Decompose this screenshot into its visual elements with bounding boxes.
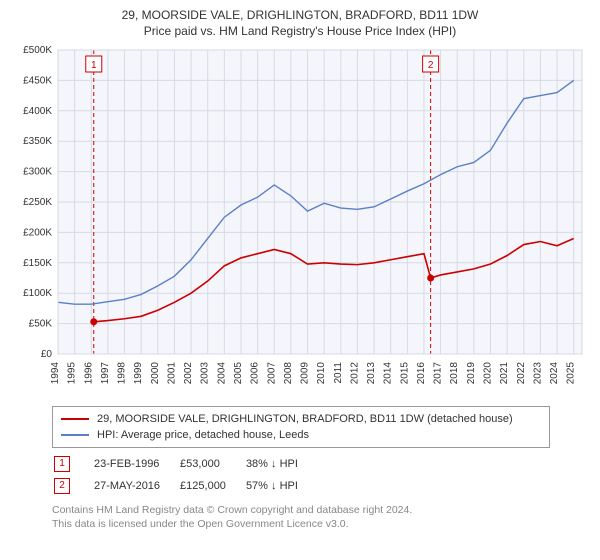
title-subtitle: Price paid vs. HM Land Registry's House … xyxy=(10,24,590,38)
svg-text:2019: 2019 xyxy=(466,362,477,385)
svg-text:£400K: £400K xyxy=(23,106,52,117)
title-address: 29, MOORSIDE VALE, DRIGHLINGTON, BRADFOR… xyxy=(10,8,590,22)
svg-text:£0: £0 xyxy=(41,349,53,360)
svg-text:1997: 1997 xyxy=(100,362,111,385)
svg-text:2014: 2014 xyxy=(383,362,394,385)
svg-text:2002: 2002 xyxy=(183,362,194,385)
svg-text:1999: 1999 xyxy=(133,362,144,385)
svg-text:2010: 2010 xyxy=(316,362,327,385)
svg-text:2005: 2005 xyxy=(233,362,244,385)
svg-text:2000: 2000 xyxy=(150,362,161,385)
marker-delta: 38% ↓ HPI xyxy=(246,454,316,474)
svg-text:2018: 2018 xyxy=(449,362,460,385)
marker-date: 23-FEB-1996 xyxy=(94,454,178,474)
svg-text:£50K: £50K xyxy=(29,319,53,330)
svg-text:1: 1 xyxy=(91,60,97,71)
chart-container: 29, MOORSIDE VALE, DRIGHLINGTON, BRADFOR… xyxy=(0,0,600,560)
svg-text:£100K: £100K xyxy=(23,288,52,299)
svg-text:2017: 2017 xyxy=(433,362,444,385)
marker-row: 2 27-MAY-2016£125,00057% ↓ HPI xyxy=(54,476,316,496)
attribution-line2: This data is licensed under the Open Gov… xyxy=(52,518,590,532)
svg-text:2001: 2001 xyxy=(166,362,177,385)
svg-text:1998: 1998 xyxy=(117,362,128,385)
svg-text:£150K: £150K xyxy=(23,258,52,269)
svg-text:2020: 2020 xyxy=(483,362,494,385)
svg-text:£200K: £200K xyxy=(23,227,52,238)
marker-events-table: 1 23-FEB-1996£53,00038% ↓ HPI 2 27-MAY-2016… xyxy=(52,452,318,498)
svg-text:1995: 1995 xyxy=(67,362,78,385)
svg-text:2007: 2007 xyxy=(266,362,277,385)
price-chart: £0 £50K £100K £150K £200K £250K £300K £350K £400… xyxy=(10,42,590,402)
marker-price: £53,000 xyxy=(180,454,244,474)
chart-titles: 29, MOORSIDE VALE, DRIGHLINGTON, BRADFOR… xyxy=(10,8,590,38)
svg-text:2016: 2016 xyxy=(416,362,427,385)
legend-label: 29, MOORSIDE VALE, DRIGHLINGTON, BRADFOR… xyxy=(97,413,513,425)
svg-text:2012: 2012 xyxy=(349,362,360,385)
svg-text:2025: 2025 xyxy=(566,362,577,385)
svg-text:2003: 2003 xyxy=(200,362,211,385)
legend-item: HPI: Average price, detached house, Leed… xyxy=(61,427,541,443)
svg-text:2008: 2008 xyxy=(283,362,294,385)
data-attribution: Contains HM Land Registry data © Crown c… xyxy=(52,504,590,531)
svg-text:2013: 2013 xyxy=(366,362,377,385)
svg-text:2009: 2009 xyxy=(300,362,311,385)
legend-label: HPI: Average price, detached house, Leed… xyxy=(97,429,309,441)
marker-date: 27-MAY-2016 xyxy=(94,476,178,496)
svg-text:£250K: £250K xyxy=(23,197,52,208)
svg-text:2015: 2015 xyxy=(399,362,410,385)
svg-text:1996: 1996 xyxy=(83,362,94,385)
attribution-line1: Contains HM Land Registry data © Crown c… xyxy=(52,504,590,518)
marker-badge: 2 xyxy=(54,478,70,494)
marker-badge: 1 xyxy=(54,456,70,472)
svg-text:2023: 2023 xyxy=(532,362,543,385)
marker-delta: 57% ↓ HPI xyxy=(246,476,316,496)
legend: 29, MOORSIDE VALE, DRIGHLINGTON, BRADFOR… xyxy=(52,406,550,448)
svg-text:£350K: £350K xyxy=(23,136,52,147)
svg-text:2024: 2024 xyxy=(549,362,560,385)
svg-text:£450K: £450K xyxy=(23,75,52,86)
legend-item: 29, MOORSIDE VALE, DRIGHLINGTON, BRADFOR… xyxy=(61,411,541,427)
legend-swatch xyxy=(61,434,89,436)
svg-text:1994: 1994 xyxy=(50,362,61,385)
svg-text:2: 2 xyxy=(428,60,434,71)
svg-text:2004: 2004 xyxy=(216,362,227,385)
svg-text:£300K: £300K xyxy=(23,167,52,178)
svg-text:2011: 2011 xyxy=(333,362,344,384)
svg-text:£500K: £500K xyxy=(23,45,52,56)
legend-swatch xyxy=(61,418,89,420)
svg-text:2022: 2022 xyxy=(516,362,527,385)
marker-row: 1 23-FEB-1996£53,00038% ↓ HPI xyxy=(54,454,316,474)
marker-price: £125,000 xyxy=(180,476,244,496)
svg-text:2021: 2021 xyxy=(499,362,510,385)
svg-text:2006: 2006 xyxy=(250,362,261,385)
